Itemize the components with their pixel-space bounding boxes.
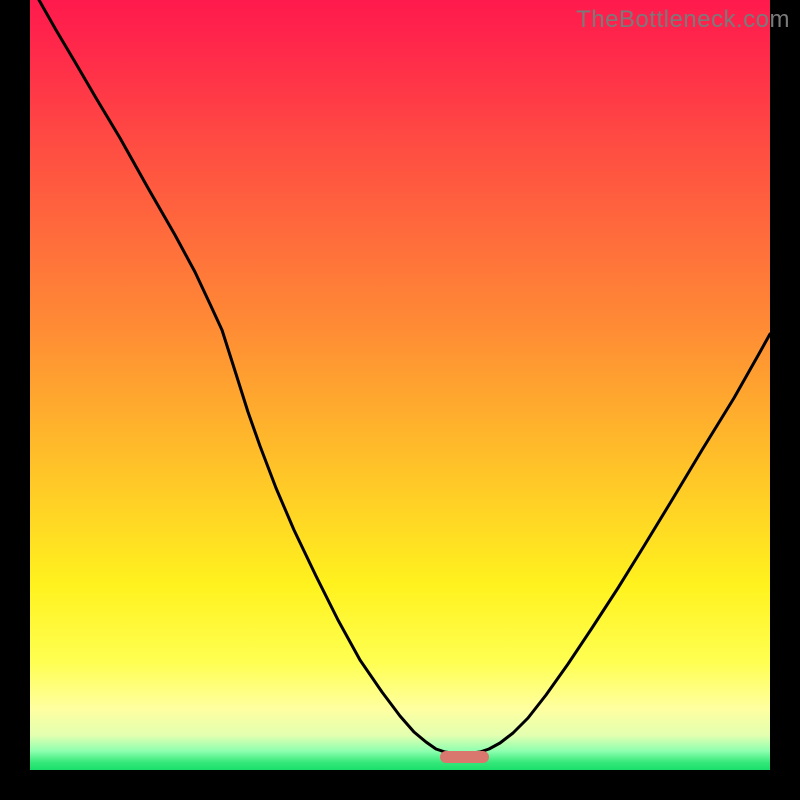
gradient-panel (30, 0, 770, 770)
optimal-marker (440, 751, 489, 763)
chart-canvas (0, 0, 800, 800)
border-right (770, 0, 800, 800)
border-bottom (0, 770, 800, 800)
border-left (0, 0, 30, 800)
watermark-text: TheBottleneck.com (576, 6, 790, 34)
